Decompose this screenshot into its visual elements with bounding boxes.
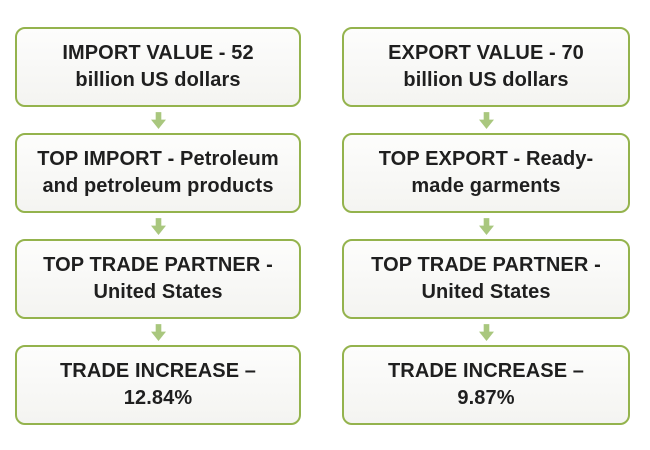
down-arrow-icon <box>342 319 630 345</box>
down-arrow-icon <box>342 213 630 239</box>
export-trade-increase-box: TRADE INCREASE – 9.87% <box>342 345 630 425</box>
down-arrow-icon <box>15 213 301 239</box>
down-arrow-icon <box>15 107 301 133</box>
top-export-box: TOP EXPORT - Ready- made garments <box>342 133 630 213</box>
top-import-box: TOP IMPORT - Petroleum and petroleum pro… <box>15 133 301 213</box>
down-arrow-icon <box>342 107 630 133</box>
export-value-box: EXPORT VALUE - 70 billion US dollars <box>342 27 630 107</box>
down-arrow-icon <box>15 319 301 345</box>
import-trade-partner-box: TOP TRADE PARTNER - United States <box>15 239 301 319</box>
import-trade-increase-box: TRADE INCREASE – 12.84% <box>15 345 301 425</box>
export-trade-partner-box: TOP TRADE PARTNER - United States <box>342 239 630 319</box>
import-value-box: IMPORT VALUE - 52 billion US dollars <box>15 27 301 107</box>
exports-column: EXPORT VALUE - 70 billion US dollars TOP… <box>342 27 630 450</box>
imports-column: IMPORT VALUE - 52 billion US dollars TOP… <box>15 27 301 450</box>
